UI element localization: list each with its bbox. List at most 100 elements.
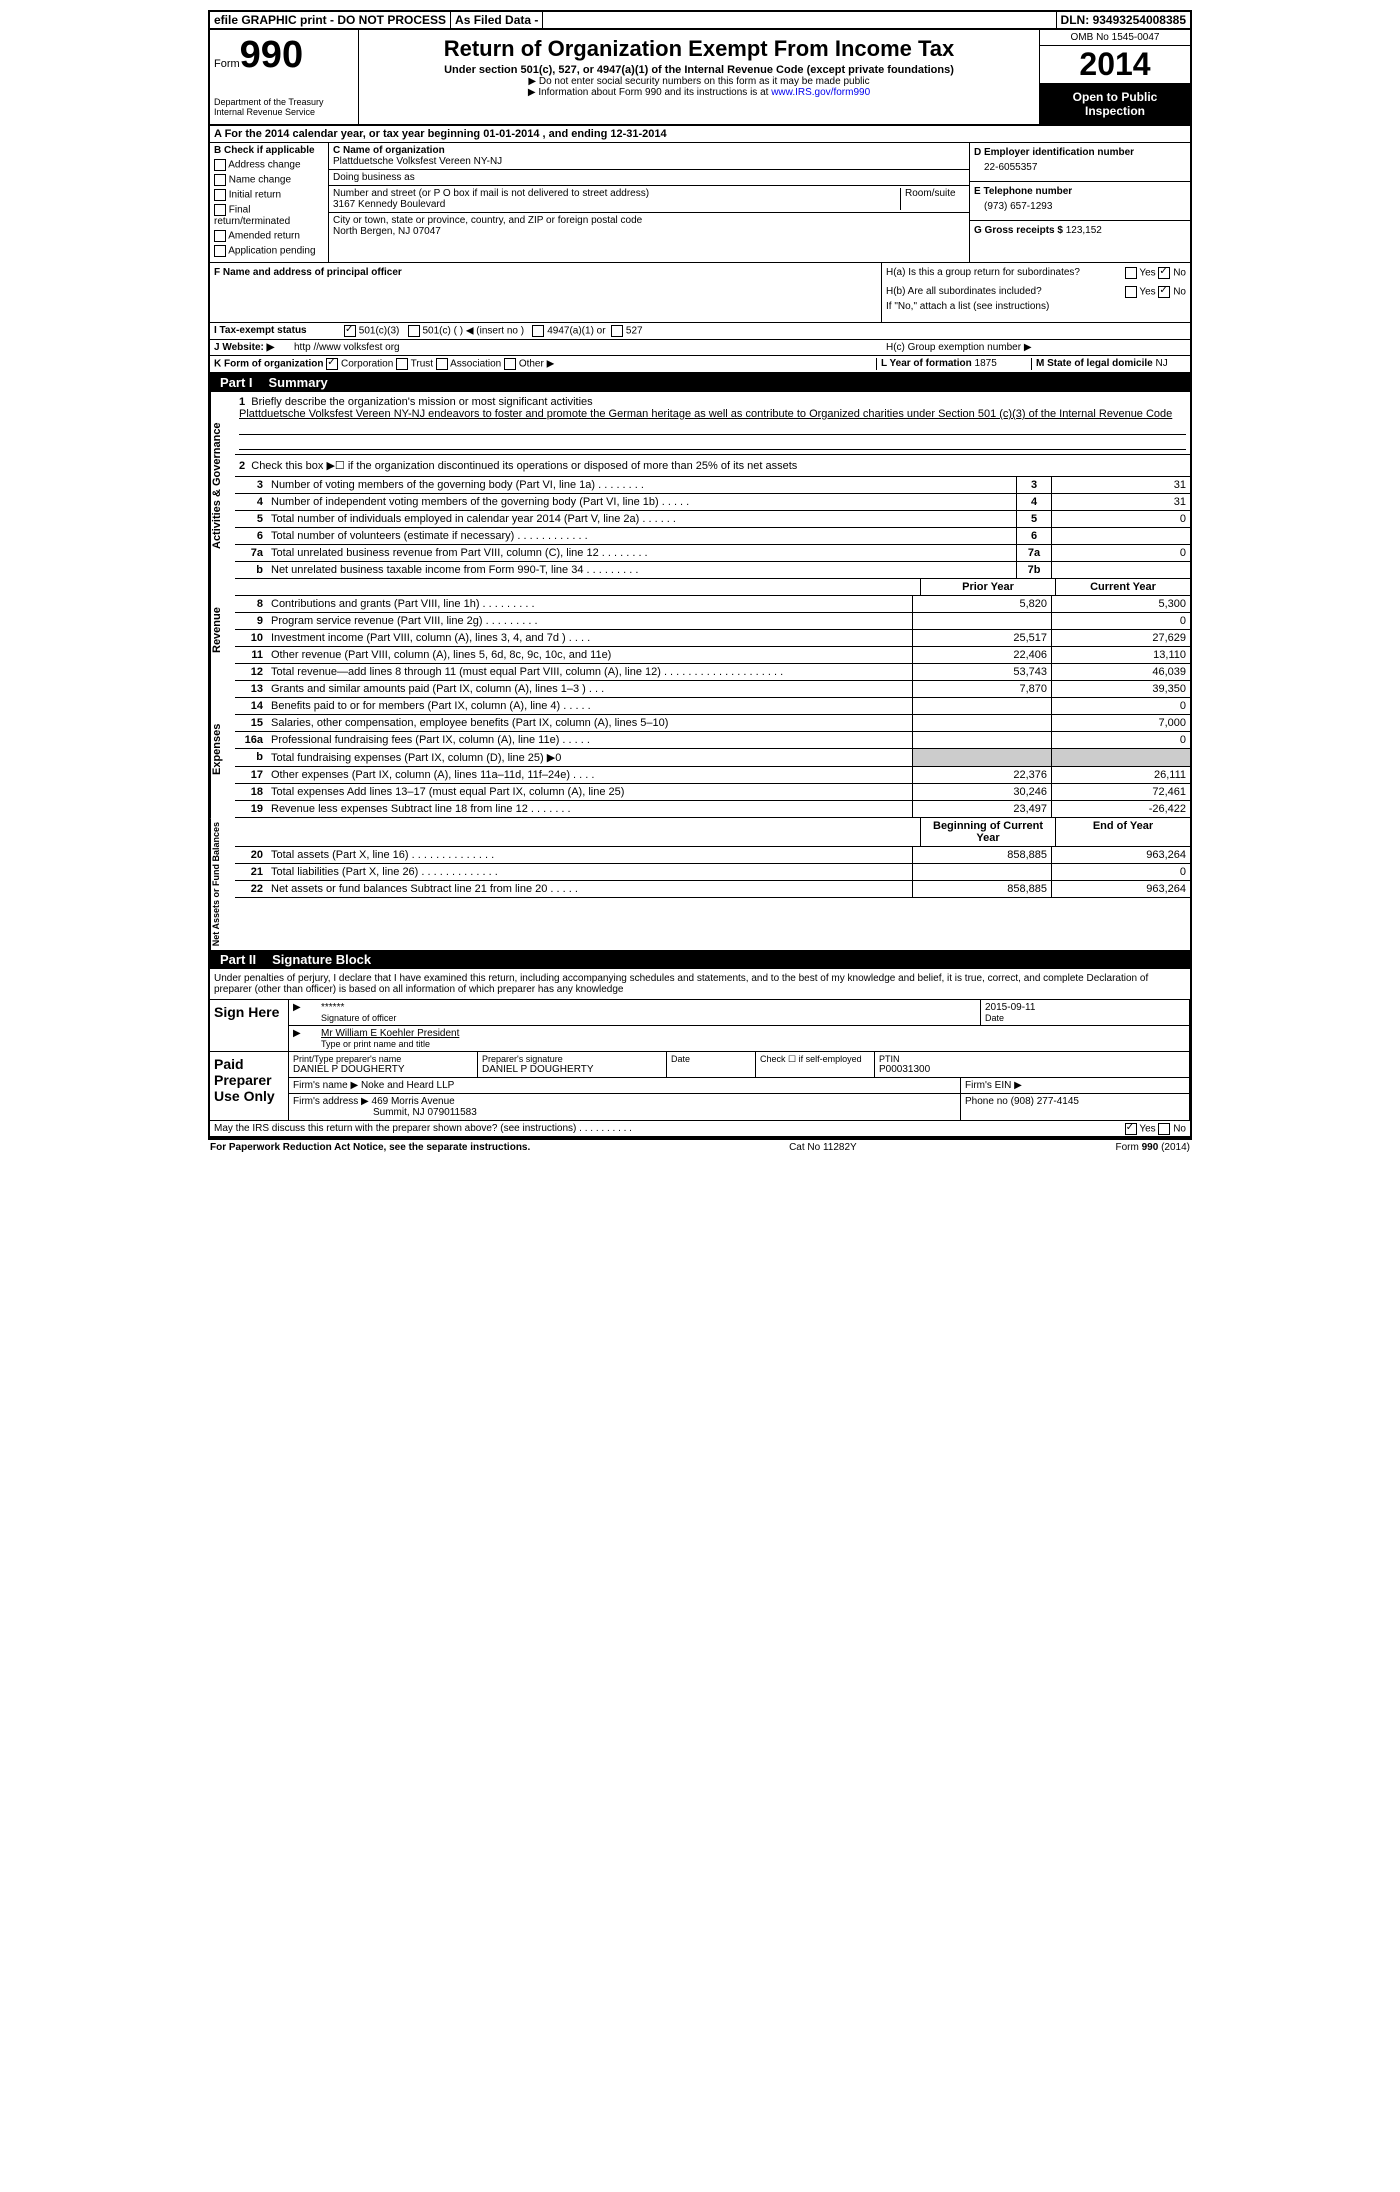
website-label: J Website: ▶ bbox=[214, 342, 294, 353]
irs-label: Internal Revenue Service bbox=[214, 107, 354, 117]
city-label: City or town, state or province, country… bbox=[333, 215, 965, 226]
summary-line: 6Total number of volunteers (estimate if… bbox=[235, 528, 1190, 545]
form-number: Form990 bbox=[214, 34, 354, 77]
h-section: H(a) Is this a group return for subordin… bbox=[882, 263, 1190, 322]
summary-line: 7aTotal unrelated business revenue from … bbox=[235, 545, 1190, 562]
hb-row: H(b) Are all subordinates included? Yes … bbox=[886, 286, 1186, 297]
year-formation: 1875 bbox=[975, 358, 997, 369]
cb-trust[interactable] bbox=[396, 358, 408, 370]
hb-no-cb[interactable] bbox=[1158, 286, 1170, 298]
website-url: http //www volksfest org bbox=[294, 342, 886, 353]
header-right: OMB No 1545-0047 2014 Open to Public Ins… bbox=[1039, 30, 1190, 124]
form-footer: Form 990 (2014) bbox=[1116, 1142, 1190, 1153]
perjury-text: Under penalties of perjury, I declare th… bbox=[210, 969, 1190, 1000]
tax-exempt-label: I Tax-exempt status bbox=[214, 325, 344, 337]
ch-eoy: End of Year bbox=[1055, 818, 1190, 846]
prep-name-label: Print/Type preparer's name bbox=[293, 1054, 473, 1064]
cb-corp[interactable] bbox=[326, 358, 338, 370]
year-formation-label: L Year of formation bbox=[881, 358, 972, 369]
summary-line: 17Other expenses (Part IX, column (A), l… bbox=[235, 767, 1190, 784]
cb-501c3[interactable] bbox=[344, 325, 356, 337]
part2-num: Part II bbox=[214, 952, 262, 967]
col-b-header: B Check if applicable bbox=[214, 145, 324, 156]
col-c-org-info: C Name of organization Plattduetsche Vol… bbox=[329, 143, 970, 262]
part1-num: Part I bbox=[214, 375, 259, 390]
note-info-text: ▶ Information about Form 990 and its ins… bbox=[528, 87, 771, 98]
cb-other[interactable] bbox=[504, 358, 516, 370]
type-label: Type or print name and title bbox=[321, 1039, 1185, 1049]
cb-name-change[interactable]: Name change bbox=[214, 174, 324, 186]
addr-label: Number and street (or P O box if mail is… bbox=[333, 188, 900, 199]
form-subtitle: Under section 501(c), 527, or 4947(a)(1)… bbox=[363, 64, 1035, 76]
discuss-yes-cb[interactable] bbox=[1125, 1123, 1137, 1135]
phone-cell: E Telephone number (973) 657-1293 bbox=[970, 182, 1190, 221]
as-filed: As Filed Data - bbox=[451, 12, 543, 28]
mission-label: Briefly describe the organization's miss… bbox=[251, 396, 592, 408]
top-bar: efile GRAPHIC print - DO NOT PROCESS As … bbox=[210, 12, 1190, 30]
summary-line: 13Grants and similar amounts paid (Part … bbox=[235, 681, 1190, 698]
part2-header: Part II Signature Block bbox=[210, 950, 1190, 969]
vtab-activities: Activities & Governance bbox=[210, 392, 235, 579]
sig-date: 2015-09-11 bbox=[985, 1002, 1185, 1013]
org-address: 3167 Kennedy Boulevard bbox=[333, 199, 900, 210]
net-assets-section: Net Assets or Fund Balances Beginning of… bbox=[210, 818, 1190, 950]
cb-4947[interactable] bbox=[532, 325, 544, 337]
cb-501c[interactable] bbox=[408, 325, 420, 337]
summary-line: 16aProfessional fundraising fees (Part I… bbox=[235, 732, 1190, 749]
cb-address-change[interactable]: Address change bbox=[214, 159, 324, 171]
section-bcd: B Check if applicable Address change Nam… bbox=[210, 143, 1190, 263]
dln-label: DLN: bbox=[1061, 13, 1090, 27]
cb-527[interactable] bbox=[611, 325, 623, 337]
hc-label: H(c) Group exemption number ▶ bbox=[886, 342, 1186, 353]
phone-value: (973) 657-1293 bbox=[974, 197, 1186, 216]
net-col-headers: Beginning of Current Year End of Year bbox=[235, 818, 1190, 847]
phone-label: E Telephone number bbox=[974, 186, 1186, 197]
cb-assoc[interactable] bbox=[436, 358, 448, 370]
dba-label: Doing business as bbox=[333, 172, 965, 183]
firm-ein-label: Firm's EIN ▶ bbox=[961, 1078, 1190, 1093]
pra-notice: For Paperwork Reduction Act Notice, see … bbox=[210, 1142, 530, 1153]
firm-name: Noke and Heard LLP bbox=[361, 1080, 454, 1091]
state-domicile-label: M State of legal domicile bbox=[1036, 358, 1153, 369]
row-i: I Tax-exempt status 501(c)(3) 501(c) ( )… bbox=[210, 323, 1190, 340]
cb-amended[interactable]: Amended return bbox=[214, 230, 324, 242]
sign-here-row: Sign Here ▶ ****** Signature of officer … bbox=[210, 1000, 1190, 1052]
prep-name: DANIEL P DOUGHERTY bbox=[293, 1064, 473, 1075]
org-name-cell: C Name of organization Plattduetsche Vol… bbox=[329, 143, 969, 170]
gross-label: G Gross receipts $ bbox=[974, 225, 1063, 236]
sig-stars: ****** bbox=[321, 1002, 976, 1013]
line2-text: Check this box ▶☐ if the organization di… bbox=[251, 460, 797, 472]
omb-number: OMB No 1545-0047 bbox=[1040, 30, 1190, 46]
discuss-row: May the IRS discuss this return with the… bbox=[210, 1121, 1190, 1138]
ein-cell: D Employer identification number 22-6055… bbox=[970, 143, 1190, 182]
row-j: J Website: ▶ http //www volksfest org H(… bbox=[210, 340, 1190, 356]
sign-here-label: Sign Here bbox=[210, 1000, 289, 1051]
tax-year: 2014 bbox=[1040, 46, 1190, 84]
cb-app-pending[interactable]: Application pending bbox=[214, 245, 324, 257]
summary-line: 4Number of independent voting members of… bbox=[235, 494, 1190, 511]
form-title: Return of Organization Exempt From Incom… bbox=[363, 36, 1035, 62]
summary-line: 5Total number of individuals employed in… bbox=[235, 511, 1190, 528]
note-info: ▶ Information about Form 990 and its ins… bbox=[363, 87, 1035, 98]
mission-text: Plattduetsche Volksfest Vereen NY-NJ end… bbox=[239, 408, 1186, 420]
topbar-spacer bbox=[543, 12, 1056, 28]
line1-mission: 1 Briefly describe the organization's mi… bbox=[235, 392, 1190, 455]
prep-sig-label: Preparer's signature bbox=[482, 1054, 662, 1064]
line2: 2 Check this box ▶☐ if the organization … bbox=[235, 455, 1190, 477]
hb-yes-cb[interactable] bbox=[1125, 286, 1137, 298]
summary-line: 3Number of voting members of the governi… bbox=[235, 477, 1190, 494]
prep-sig: DANIEL P DOUGHERTY bbox=[482, 1064, 662, 1075]
org-name: Plattduetsche Volksfest Vereen NY-NJ bbox=[333, 156, 965, 167]
vtab-revenue: Revenue bbox=[210, 579, 235, 681]
activities-governance: Activities & Governance 1 Briefly descri… bbox=[210, 392, 1190, 579]
sig-officer-label: Signature of officer bbox=[321, 1013, 976, 1023]
irs-link[interactable]: www.IRS.gov/form990 bbox=[771, 87, 870, 98]
rev-col-headers: Prior Year Current Year bbox=[235, 579, 1190, 596]
cb-initial-return[interactable]: Initial return bbox=[214, 189, 324, 201]
ha-yes-cb[interactable] bbox=[1125, 267, 1137, 279]
ha-no-cb[interactable] bbox=[1158, 267, 1170, 279]
ha-row: H(a) Is this a group return for subordin… bbox=[886, 267, 1186, 278]
discuss-no-cb[interactable] bbox=[1158, 1123, 1170, 1135]
dln-value: 93493254008385 bbox=[1093, 13, 1186, 27]
cb-final-return[interactable]: Final return/terminated bbox=[214, 204, 324, 227]
